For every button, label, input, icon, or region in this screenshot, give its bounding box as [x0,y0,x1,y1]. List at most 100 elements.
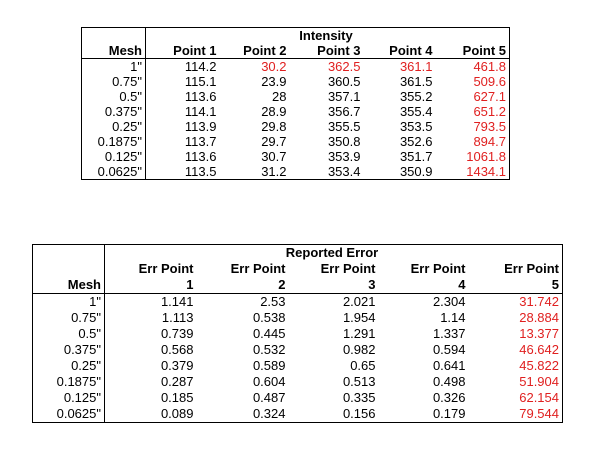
table-row: 0.1875" 0.287 0.604 0.513 0.498 51.904 [32,374,563,390]
value-cell: 30.7 [261,149,287,164]
mesh-header-spacer [81,27,146,43]
value-cell: 1.291 [342,326,376,341]
value-cell: 0.179 [378,406,469,423]
mesh-cell: 0.5" [32,326,105,342]
value-cell: 352.6 [399,134,433,149]
value-cell: 1.14 [440,310,466,325]
value-cell: 2.021 [342,294,376,309]
table-row: 0.1875" 113.7 29.7 350.8 352.6 894.7 [81,134,510,149]
value-cell: 350.8 [327,134,361,149]
value-cell: 0.739 [160,326,194,341]
value-cell: 627.1 [435,89,510,104]
value-cell: 113.9 [184,119,217,134]
table-row: 0.5" 0.739 0.445 1.291 1.337 13.377 [32,326,563,342]
value-cell: 30.2 [261,59,287,74]
table-row: 0.25" 113.9 29.8 355.5 353.5 793.5 [81,119,510,134]
value-cell: 23.9 [261,74,287,89]
value-cell: 353.4 [289,164,364,180]
value-cell: 0.379 [160,358,194,373]
table-row: 0.375" 0.568 0.532 0.982 0.594 46.642 [32,342,563,358]
table-row: 1" 1.141 2.53 2.021 2.304 31.742 [32,293,563,310]
value-cell: 0.324 [196,406,289,423]
value-cell: 28.884 [468,310,563,326]
value-cell: 0.156 [288,406,379,423]
value-cell: 0.982 [342,342,376,357]
value-cell: 113.5 [145,164,220,180]
value-cell: 51.904 [468,374,563,390]
value-cell: 114.2 [184,59,217,74]
value-cell: 361.5 [399,74,433,89]
intensity-table-body: 1" 114.2 30.2 362.5 361.1 461.8 0.75" 115.1 23.9… [81,58,510,180]
mesh-cell: 0.25" [32,358,105,374]
value-cell: 0.568 [160,342,194,357]
mesh-cell: 1" [32,293,105,310]
value-cell: 113.6 [184,149,217,164]
value-cell: 2.304 [432,294,466,309]
error-table: Reported Error Err Point Err Point Err P… [32,244,563,423]
table-row: 0.0625" 0.089 0.324 0.156 0.179 79.544 [32,406,563,423]
value-cell: 1.337 [432,326,466,341]
value-cell: 1061.8 [435,149,510,164]
value-cell: 0.594 [432,342,466,357]
mesh-cell: 0.75" [81,74,146,89]
value-cell: 353.9 [327,149,361,164]
value-cell: 1434.1 [435,164,510,180]
mesh-cell: 0.125" [81,149,146,164]
value-cell: 0.641 [432,358,466,373]
table-row: 0.375" 114.1 28.9 356.7 355.4 651.2 [81,104,510,119]
mesh-cell: 0.0625" [81,164,146,180]
mesh-cell: 0.5" [81,89,146,104]
table-row: 0.75" 115.1 23.9 360.5 361.5 509.6 [81,74,510,89]
value-cell: 28.9 [261,104,287,119]
column-header: Err Point [320,261,376,276]
value-cell: 361.1 [399,59,433,74]
value-cell: 79.544 [468,406,563,423]
value-cell: 113.7 [184,134,217,149]
mesh-cell: 0.125" [32,390,105,406]
value-cell: 0.498 [432,374,466,389]
value-cell: 350.9 [363,164,436,180]
value-cell: 356.7 [327,104,361,119]
mesh-header-spacer [32,244,105,261]
column-header: Err Point [138,261,194,276]
value-cell: 0.487 [252,390,286,405]
value-cell: 0.65 [350,358,376,373]
value-cell: 509.6 [435,74,510,89]
table-row: 0.125" 0.185 0.487 0.335 0.326 62.154 [32,390,563,406]
value-cell: 0.335 [342,390,376,405]
mesh-cell: 0.75" [32,310,105,326]
value-cell: 353.5 [399,119,433,134]
value-cell: 31.2 [219,164,290,180]
column-header: Err Point [410,261,466,276]
mesh-cell: 1" [81,58,146,74]
value-cell: 46.642 [468,342,563,358]
column-header: Point 5 [435,43,510,59]
column-header-number: 1 [104,277,197,294]
value-cell: 13.377 [468,326,563,342]
value-cell: 461.8 [435,58,510,74]
mesh-cell: 0.375" [81,104,146,119]
mesh-cell: 0.1875" [81,134,146,149]
mesh-header: Mesh [81,43,146,59]
value-cell: 793.5 [435,119,510,134]
value-cell: 0.513 [342,374,376,389]
value-cell: 0.604 [252,374,286,389]
intensity-title: Intensity [145,27,510,43]
value-cell: 29.8 [261,119,287,134]
value-cell: 0.287 [160,374,194,389]
value-cell: 0.532 [252,342,286,357]
column-header: Err Point [230,261,286,276]
table-row: 0.0625" 113.5 31.2 353.4 350.9 1434.1 [81,164,510,180]
value-cell: 1.954 [342,310,376,325]
mesh-cell: 0.375" [32,342,105,358]
column-header: Point 4 [363,43,436,59]
column-header: Point 1 [145,43,220,59]
table-row: 0.5" 113.6 28 357.1 355.2 627.1 [81,89,510,104]
column-header-number: 3 [288,277,379,294]
value-cell: 894.7 [435,134,510,149]
value-cell: 0.089 [104,406,197,423]
intensity-table: Intensity Mesh Point 1 Point 2 Point 3 P… [81,27,510,180]
value-cell: 360.5 [327,74,361,89]
value-cell: 0.538 [252,310,286,325]
mesh-cell: 0.1875" [32,374,105,390]
